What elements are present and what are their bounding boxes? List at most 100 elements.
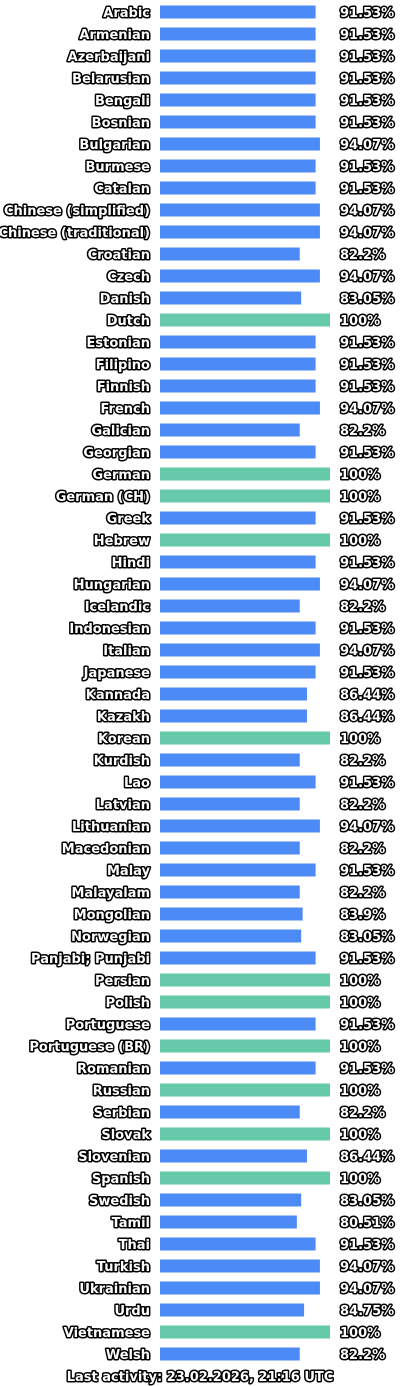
value-label: 91.53% [340, 1062, 394, 1077]
bar [160, 49, 316, 63]
value-label: 91.53% [340, 94, 394, 109]
value-label: 94.07% [340, 820, 394, 835]
category-label: Italian [103, 644, 150, 659]
value-label: 94.07% [340, 138, 394, 153]
value-label: 91.53% [340, 952, 394, 967]
value-label: 82.2% [340, 754, 385, 769]
bar [160, 863, 316, 877]
bar [160, 1237, 316, 1251]
bar [160, 1281, 320, 1295]
value-label: 94.07% [340, 644, 394, 659]
value-label: 91.53% [340, 182, 394, 197]
bar [160, 1061, 316, 1075]
value-label: 100% [340, 1326, 380, 1341]
category-label: Lithuanian [72, 820, 150, 835]
bar [160, 995, 330, 1009]
bar [160, 797, 300, 811]
value-label: 91.53% [340, 446, 394, 461]
bar [160, 1303, 305, 1317]
value-label: 83.05% [340, 292, 394, 307]
bar [160, 247, 300, 261]
category-label: Armenian [79, 28, 150, 43]
value-label: 94.07% [340, 1260, 394, 1275]
category-label: Ukrainian [79, 1282, 150, 1297]
bar [160, 511, 316, 525]
value-label: 91.53% [340, 6, 394, 21]
category-label: Dutch [107, 314, 150, 329]
bar [160, 1127, 330, 1141]
category-label: Kannada [86, 688, 150, 703]
value-label: 83.9% [340, 908, 385, 923]
category-label: Arabic [103, 6, 150, 21]
value-label: 82.2% [340, 842, 385, 857]
value-label: 94.07% [340, 226, 394, 241]
value-label: 91.53% [340, 512, 394, 527]
value-label: 86.44% [340, 1150, 394, 1165]
category-label: Portuguese (BR) [29, 1040, 150, 1055]
value-label: 82.2% [340, 600, 385, 615]
bar [160, 841, 300, 855]
category-label: Kurdish [94, 754, 150, 769]
value-label: 100% [340, 1084, 380, 1099]
value-label: 83.05% [340, 930, 394, 945]
value-label: 94.07% [340, 204, 394, 219]
bar [160, 533, 330, 547]
category-label: Mongolian [74, 908, 150, 923]
category-label: German (CH) [56, 490, 150, 505]
last-activity-footer: Last activity: 23.02.2026, 21:16 UTC [67, 1370, 334, 1385]
category-label: Estonian [86, 336, 150, 351]
category-label: Tamil [112, 1216, 150, 1231]
bar [160, 577, 320, 591]
category-label: French [101, 402, 151, 417]
value-label: 91.53% [340, 776, 394, 791]
bar [160, 929, 302, 943]
bar [160, 775, 316, 789]
value-label: 100% [340, 732, 380, 747]
category-label: Bengali [95, 94, 150, 109]
category-label: Vietnamese [64, 1326, 150, 1341]
value-label: 91.53% [340, 72, 394, 87]
value-label: 94.07% [340, 1282, 394, 1297]
bar [160, 665, 316, 679]
category-label: Croatian [88, 248, 150, 263]
bar [160, 137, 320, 151]
bar [160, 159, 316, 173]
category-label: Catalan [94, 182, 150, 197]
bar [160, 1193, 302, 1207]
category-label: Macedonian [62, 842, 150, 857]
value-label: 91.53% [340, 380, 394, 395]
value-label: 82.2% [340, 886, 385, 901]
value-label: 100% [340, 996, 380, 1011]
value-label: 82.2% [340, 1106, 385, 1121]
value-label: 100% [340, 974, 380, 989]
category-label: Bosnian [92, 116, 150, 131]
bar [160, 753, 300, 767]
category-label: Hindi [112, 556, 150, 571]
value-label: 83.05% [340, 1194, 394, 1209]
bar [160, 1259, 320, 1273]
category-label: Japanese [83, 666, 150, 681]
category-label: Belarusian [72, 72, 150, 87]
category-label: Azerbaijani [68, 50, 150, 65]
category-label: Welsh [106, 1348, 150, 1363]
bar [160, 71, 316, 85]
category-label: Serbian [94, 1106, 150, 1121]
category-label: German [93, 468, 150, 483]
category-label: Swedish [89, 1194, 150, 1209]
category-label: Panjabi; Punjabi [31, 952, 150, 967]
bar [160, 819, 320, 833]
value-label: 91.53% [340, 864, 394, 879]
category-label: Latvian [96, 798, 150, 813]
value-label: 94.07% [340, 270, 394, 285]
bar [160, 225, 320, 239]
category-label: Portuguese [66, 1018, 150, 1033]
value-label: 91.53% [340, 622, 394, 637]
value-label: 100% [340, 1040, 380, 1055]
category-label: Thai [119, 1238, 150, 1253]
bar [160, 709, 307, 723]
category-label: Hebrew [94, 534, 150, 549]
value-label: 91.53% [340, 1238, 394, 1253]
bar [160, 1083, 330, 1097]
bar [160, 445, 316, 459]
bar [160, 555, 316, 569]
